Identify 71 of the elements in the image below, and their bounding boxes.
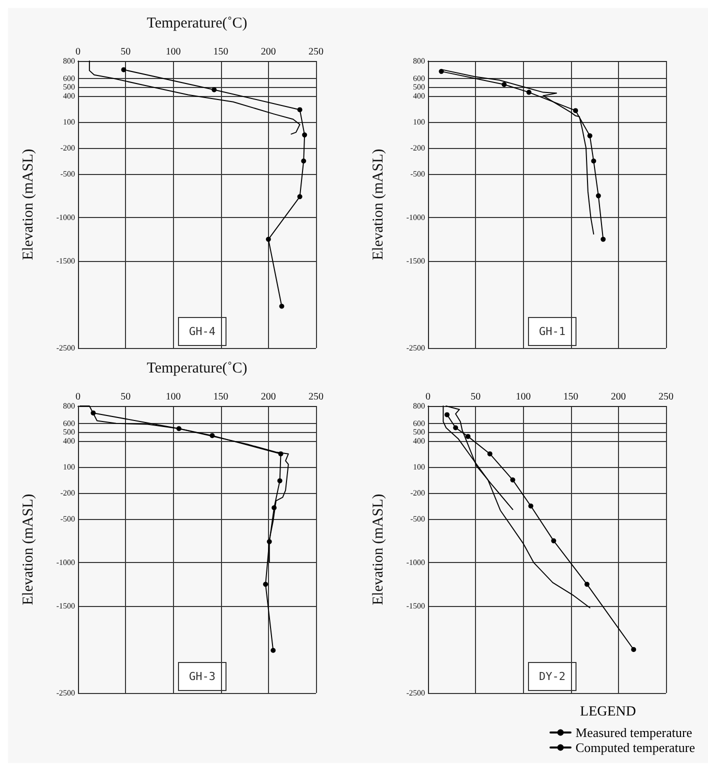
annotation: GH-1 [539, 325, 566, 338]
y-tick-label: -200 [60, 143, 75, 152]
y-tick-label: 500 [413, 428, 425, 437]
y-tick-label: -2500 [56, 344, 75, 352]
annotation: GH-3 [189, 670, 216, 683]
y-tick-label: -200 [410, 143, 425, 152]
x-tick-label: 250 [308, 46, 324, 58]
x-axis-title: Temperature(˚C) [146, 16, 248, 32]
y-tick-label: 100 [63, 462, 75, 472]
y-tick-label: 400 [63, 91, 75, 100]
y-tick-label: 100 [413, 462, 425, 472]
y-tick-label: -2500 [56, 688, 75, 698]
y-tick-label: 800 [63, 402, 75, 410]
legend-title: LEGEND [580, 704, 636, 720]
y-tick-label: 500 [413, 82, 425, 92]
y-tick-label: -500 [410, 170, 425, 179]
x-tick-label: 150 [563, 392, 578, 402]
x-tick-label: 100 [516, 392, 531, 402]
x-tick-label: 50 [470, 392, 481, 402]
x-tick-label: 0 [426, 392, 430, 402]
y-tick-label: 600 [63, 418, 75, 428]
x-tick-label: 150 [213, 46, 228, 58]
y-axis-title: Elevation (mASL) [370, 494, 386, 606]
legend-label: Measured temperature [576, 725, 692, 740]
y-axis-title: Elevation (mASL) [20, 148, 36, 260]
x-tick-label: 50 [120, 392, 131, 402]
y-tick-label: -2500 [406, 688, 425, 698]
annotation: GH-4 [189, 325, 216, 338]
y-tick-label: 800 [413, 402, 425, 410]
y-tick-label: -500 [60, 170, 75, 179]
x-tick-label: 200 [260, 46, 276, 58]
y-tick-label: -200 [60, 488, 75, 498]
x-tick-label: 250 [658, 392, 674, 402]
y-tick-label: -1500 [56, 256, 75, 266]
y-tick-label: -1000 [56, 558, 75, 568]
y-tick-label: -1500 [56, 602, 75, 611]
x-tick-label: 250 [308, 392, 324, 402]
annotation: DY-2 [539, 670, 566, 683]
y-tick-label: 400 [413, 91, 425, 100]
y-tick-label: 600 [413, 74, 425, 83]
y-tick-label: -1000 [406, 558, 425, 568]
y-tick-label: -200 [410, 488, 425, 498]
y-tick-label: 400 [63, 436, 75, 446]
x-tick-label: 150 [213, 392, 228, 402]
x-tick-label: 0 [76, 392, 80, 402]
y-tick-label: 100 [63, 117, 75, 126]
y-tick-label: -1000 [56, 213, 75, 222]
y-tick-label: 100 [413, 117, 425, 126]
y-axis-title: Elevation (mASL) [370, 148, 386, 260]
y-tick-label: 500 [63, 428, 75, 437]
y-tick-label: 500 [63, 82, 75, 92]
y-axis-title: Elevation (mASL) [20, 494, 36, 606]
y-tick-label: -1500 [406, 256, 425, 266]
x-tick-label: 0 [76, 46, 80, 58]
y-tick-label: -2500 [406, 344, 425, 352]
x-tick-label: 100 [166, 46, 181, 58]
y-tick-label: -500 [410, 514, 425, 524]
x-tick-label: 50 [120, 46, 131, 58]
y-tick-label: -500 [60, 514, 75, 524]
y-tick-label: -1000 [406, 213, 425, 222]
legend-label: Computed temperature [576, 740, 696, 755]
x-tick-label: 100 [166, 392, 181, 402]
y-tick-label: 800 [413, 56, 425, 66]
y-tick-label: 800 [63, 56, 75, 66]
y-tick-label: 600 [63, 74, 75, 83]
y-tick-label: 600 [413, 418, 425, 428]
x-axis-title: Temperature(˚C) [146, 360, 248, 376]
y-tick-label: 400 [413, 436, 425, 446]
y-tick-label: -1500 [406, 602, 425, 611]
x-tick-label: 200 [610, 392, 626, 402]
x-tick-label: 200 [260, 392, 276, 402]
